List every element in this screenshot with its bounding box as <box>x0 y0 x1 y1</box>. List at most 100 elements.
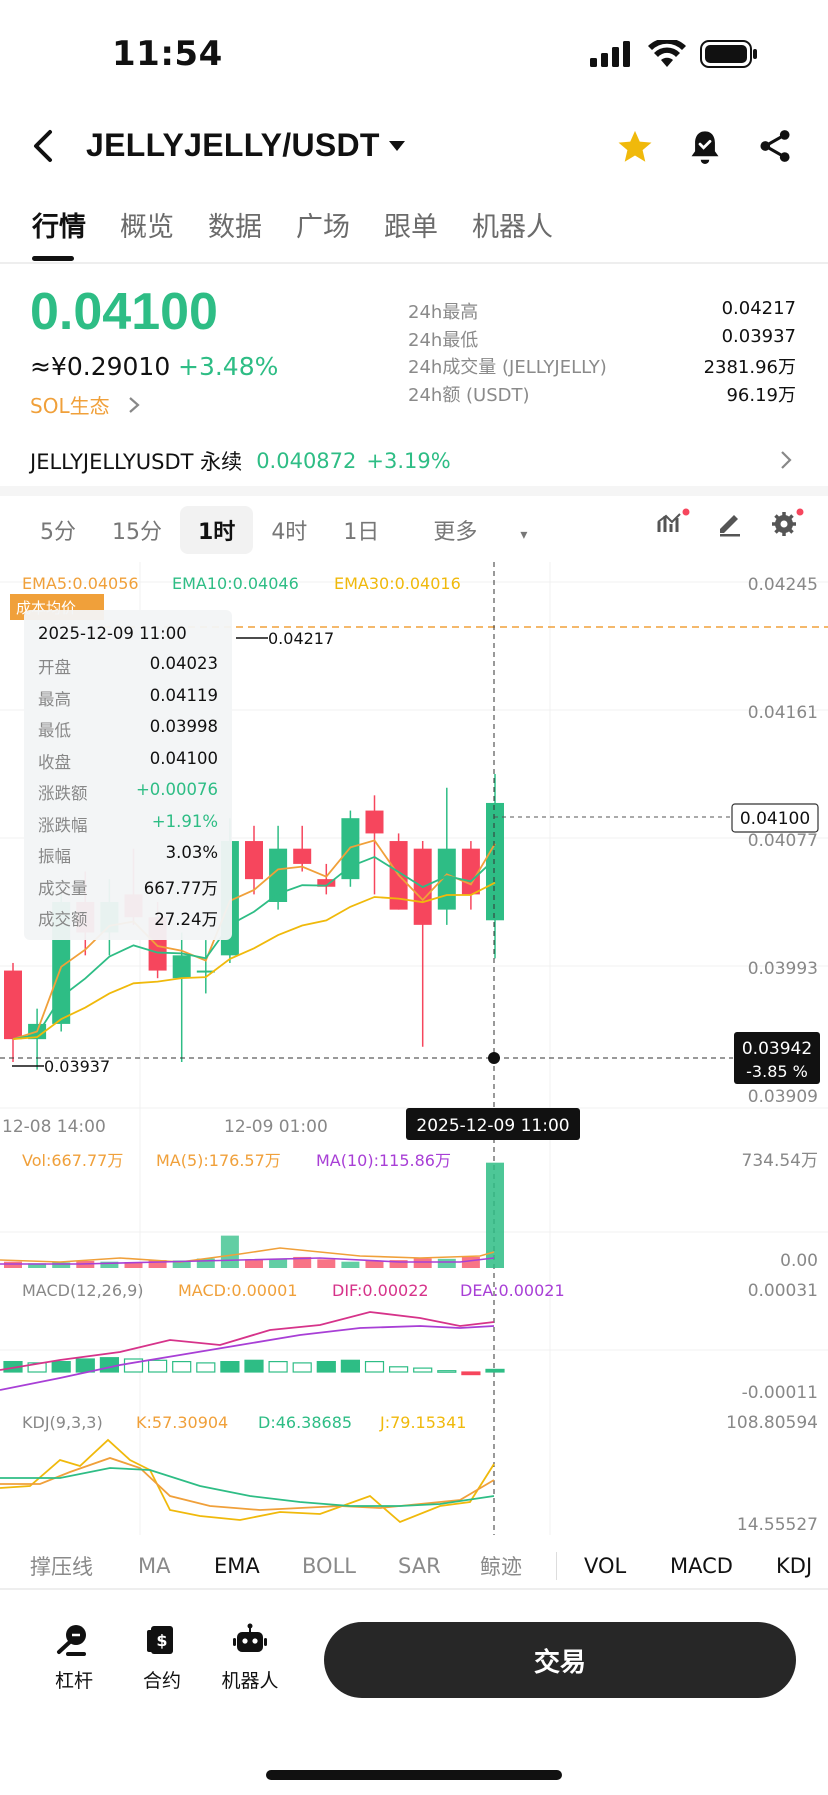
pair-title[interactable]: JELLYJELLY/USDT <box>86 127 380 163</box>
vol-label: Vol:667.77万 <box>22 1151 123 1170</box>
macd-min-tick: -0.00011 <box>742 1383 818 1403</box>
chevron-right-icon[interactable] <box>780 450 792 470</box>
kdj-max-tick: 108.80594 <box>726 1413 818 1433</box>
tab-data[interactable]: 数据 <box>208 212 262 243</box>
draw-tool-icon[interactable] <box>716 509 744 537</box>
indicator-tabs: 撑压线 MA EMA BOLL SAR 鲸迹 VOL MACD KDJ <box>0 1540 828 1592</box>
macd-dea: DEA:0.00021 <box>460 1281 565 1300</box>
tooltip-row-open: 开盘 0.04023 <box>38 654 218 677</box>
macd-bar <box>99 1357 120 1373</box>
perpetual-row[interactable]: JELLYJELLYUSDT 永续 0.040872 +3.19% <box>30 446 451 476</box>
macd-bar <box>389 1366 409 1373</box>
interval-1h[interactable]: 1时 <box>180 506 254 554</box>
contract-label: 合约 <box>142 1670 181 1692</box>
macd-bar <box>437 1370 457 1373</box>
share-icon[interactable] <box>758 128 792 164</box>
low-marker: 0.03937 <box>44 1057 110 1076</box>
tab-copy-trading[interactable]: 跟单 <box>384 212 438 243</box>
macd-dea-line <box>0 1325 495 1391</box>
lever-button[interactable]: 杠杆 <box>34 1622 114 1693</box>
macd-bar <box>27 1362 47 1373</box>
interval-5m[interactable]: 5分 <box>40 520 76 545</box>
chevron-right-icon <box>128 396 140 413</box>
candle <box>461 848 480 895</box>
tooltip-row-high: 最高 0.04119 <box>38 685 218 709</box>
stat-low: 24h最低 0.03937 <box>408 325 796 351</box>
stats-panel: 24h最高 0.04217 24h最低 0.03937 24h成交量 (JELLYJ… <box>408 298 796 408</box>
y-tick: 0.04245 <box>748 575 818 595</box>
chart-tools <box>656 508 804 538</box>
perpetual-name: JELLYJELLYUSDT 永续 <box>30 450 243 474</box>
indicator-boll[interactable]: BOLL <box>302 1554 356 1578</box>
tab-overview[interactable]: 概览 <box>120 212 174 243</box>
active-tab-indicator <box>32 256 74 261</box>
macd-bar <box>461 1371 481 1376</box>
interval-1d[interactable]: 1日 <box>343 520 380 545</box>
indicator-icon[interactable] <box>656 508 690 538</box>
lever-icon <box>57 1625 86 1656</box>
battery-icon <box>700 40 757 68</box>
x-tick: 12-08 14:00 <box>2 1117 106 1137</box>
cursor-pct: -3.85 % <box>746 1062 808 1081</box>
tab-market[interactable]: 行情 <box>32 212 86 243</box>
contract-icon: $ <box>147 1626 173 1654</box>
macd-bar <box>292 1362 312 1373</box>
macd-bar <box>268 1360 288 1373</box>
bot-button[interactable]: 机器人 <box>210 1622 290 1693</box>
indicator-support-resistance[interactable]: 撑压线 <box>30 1555 93 1579</box>
caret-down-icon[interactable] <box>388 140 406 152</box>
indicator-macd[interactable]: MACD <box>670 1554 733 1578</box>
volume-bar <box>124 1261 143 1268</box>
trade-button[interactable]: 交易 <box>324 1622 796 1698</box>
stat-high: 24h最高 0.04217 <box>408 298 796 323</box>
candle <box>196 970 215 973</box>
indicator-kdj[interactable]: KDJ <box>776 1554 813 1578</box>
macd-dif-line <box>0 1311 495 1371</box>
x-tick: 12-09 01:00 <box>224 1117 328 1137</box>
indicator-vol[interactable]: VOL <box>584 1554 627 1578</box>
kdj-j: J:79.15341 <box>379 1413 466 1432</box>
macd-bar <box>340 1359 360 1373</box>
indicator-ema[interactable]: EMA <box>214 1554 260 1578</box>
tooltip-time: 2025-12-09 11:00 <box>38 624 187 643</box>
y-axis: 0.04245 0.04161 0.04077 0.03993 0.03909 <box>748 575 818 1107</box>
last-price-tag: 0.04100 <box>740 809 810 829</box>
macd-bar <box>196 1362 216 1373</box>
interval-more[interactable]: 更多 ▾ <box>397 506 563 554</box>
vol-ma10-line <box>0 1257 495 1265</box>
divider <box>0 1588 828 1590</box>
indicator-sar[interactable]: SAR <box>398 1554 441 1578</box>
volume-bar <box>293 1256 312 1268</box>
interval-more-label: 更多 <box>433 520 478 545</box>
interval-selector: 5分 15分 1时 4时 1日 更多 ▾ <box>22 506 563 554</box>
candle-tooltip: 2025-12-09 11:00 开盘 0.04023 最高 0.04119 最低 0… <box>24 610 232 940</box>
macd-bars <box>3 1357 505 1376</box>
candle <box>269 848 288 902</box>
macd-bar <box>172 1360 192 1373</box>
volume-bar <box>172 1260 191 1268</box>
vol-min-tick: 0.00 <box>780 1251 818 1271</box>
price-alert-icon[interactable] <box>688 128 722 166</box>
ema-lines <box>12 839 496 1041</box>
indicator-ma[interactable]: MA <box>138 1554 171 1578</box>
vol-ma5-line <box>0 1247 495 1263</box>
price-cny: ≈¥0.29010 <box>30 352 171 381</box>
star-icon[interactable] <box>616 128 654 166</box>
back-icon[interactable] <box>28 128 58 164</box>
contract-button[interactable]: $ 合约 <box>122 1622 202 1693</box>
tab-square[interactable]: 广场 <box>296 212 350 243</box>
interval-4h[interactable]: 4时 <box>271 520 308 545</box>
macd-bar <box>364 1360 385 1373</box>
y-tick: 0.04161 <box>748 703 818 723</box>
stat-turnover: 24h额 (USDT) 96.19万 <box>408 384 796 406</box>
candle <box>317 879 336 887</box>
bot-label: 机器人 <box>221 1670 279 1692</box>
status-icons <box>590 40 758 68</box>
interval-15m[interactable]: 15分 <box>112 520 162 545</box>
indicator-whale[interactable]: 鲸迹 <box>480 1555 522 1579</box>
cellular-signal-icon <box>590 41 630 67</box>
tab-bots[interactable]: 机器人 <box>472 212 553 243</box>
ecosystem-link[interactable]: SOL生态 <box>30 390 140 419</box>
settings-icon[interactable] <box>770 508 804 538</box>
stat-volume: 24h成交量 (JELLYJELLY) 2381.96万 <box>408 357 796 378</box>
